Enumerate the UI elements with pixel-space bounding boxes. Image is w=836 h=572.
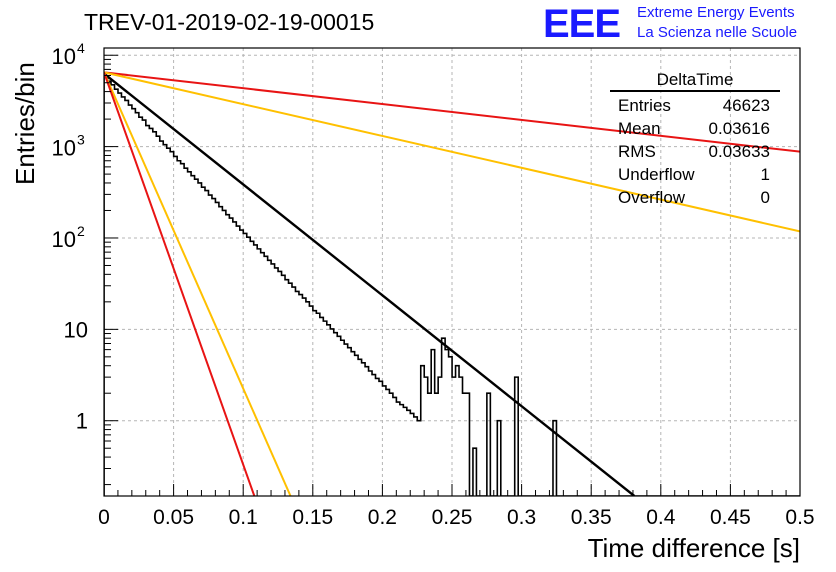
stat-row-entries: Entries 46623 [610,94,780,117]
stat-label: Underflow [618,165,695,184]
x-axis-label: Time difference [s] [587,533,800,563]
stat-label: Mean [618,119,661,138]
series-line-1 [104,72,636,496]
x-tick-label: 0.2 [368,506,397,529]
eee-logo: EEE [543,2,621,46]
x-tick-label: 0.35 [571,506,612,529]
x-tick-label: 0.45 [710,506,751,529]
logo-line-1: Extreme Energy Events [637,4,795,21]
stat-value: 0.03633 [708,142,770,161]
stat-row-rms: RMS 0.03633 [610,140,780,163]
stat-value: 0.03616 [708,119,770,138]
x-tick-label: 0.15 [292,506,333,529]
stat-row-mean: Mean 0.03616 [610,117,780,140]
y-tick-label: 10 [52,227,76,252]
y-tick-exponent: 3 [77,132,85,148]
x-tick-label: 0.25 [432,506,473,529]
y-tick-label: 10 [64,317,88,342]
y-tick-exponent: 2 [77,223,85,239]
stat-label: Entries [618,96,671,115]
series-line-4 [104,71,292,496]
x-tick-label: 0 [98,506,110,529]
y-tick-label: 1 [76,409,88,434]
logo-line-2: La Scienza nelle Scuole [637,24,798,41]
y-tick-label: 10 [52,136,76,161]
chart-title: TREV-01-2019-02-19-00015 [84,9,375,35]
y-tick-exponent: 4 [77,40,85,56]
x-tick-label: 0.4 [646,506,676,529]
stats-title: DeltaTime [610,70,780,92]
histogram-outline [104,75,800,496]
x-tick-label: 0.05 [153,506,194,529]
stat-label: RMS [618,142,656,161]
stat-value: 0 [760,188,770,207]
x-tick-label: 0.5 [785,506,814,529]
stat-row-underflow: Underflow 1 [610,163,780,186]
statistics-box: DeltaTime Entries 46623 Mean 0.03616 RMS… [610,70,780,209]
series-line-3 [104,71,800,233]
stat-row-overflow: Overflow 0 [610,186,780,209]
series-line-5 [104,71,256,496]
series-line-2 [104,71,800,153]
stat-value: 1 [760,165,770,184]
x-tick-label: 0.1 [229,506,258,529]
x-tick-label: 0.3 [507,506,536,529]
y-axis-label: Entries/bin [10,62,40,185]
stat-value: 46623 [722,96,770,115]
y-tick-label: 10 [52,44,76,69]
stat-label: Overflow [618,188,686,207]
